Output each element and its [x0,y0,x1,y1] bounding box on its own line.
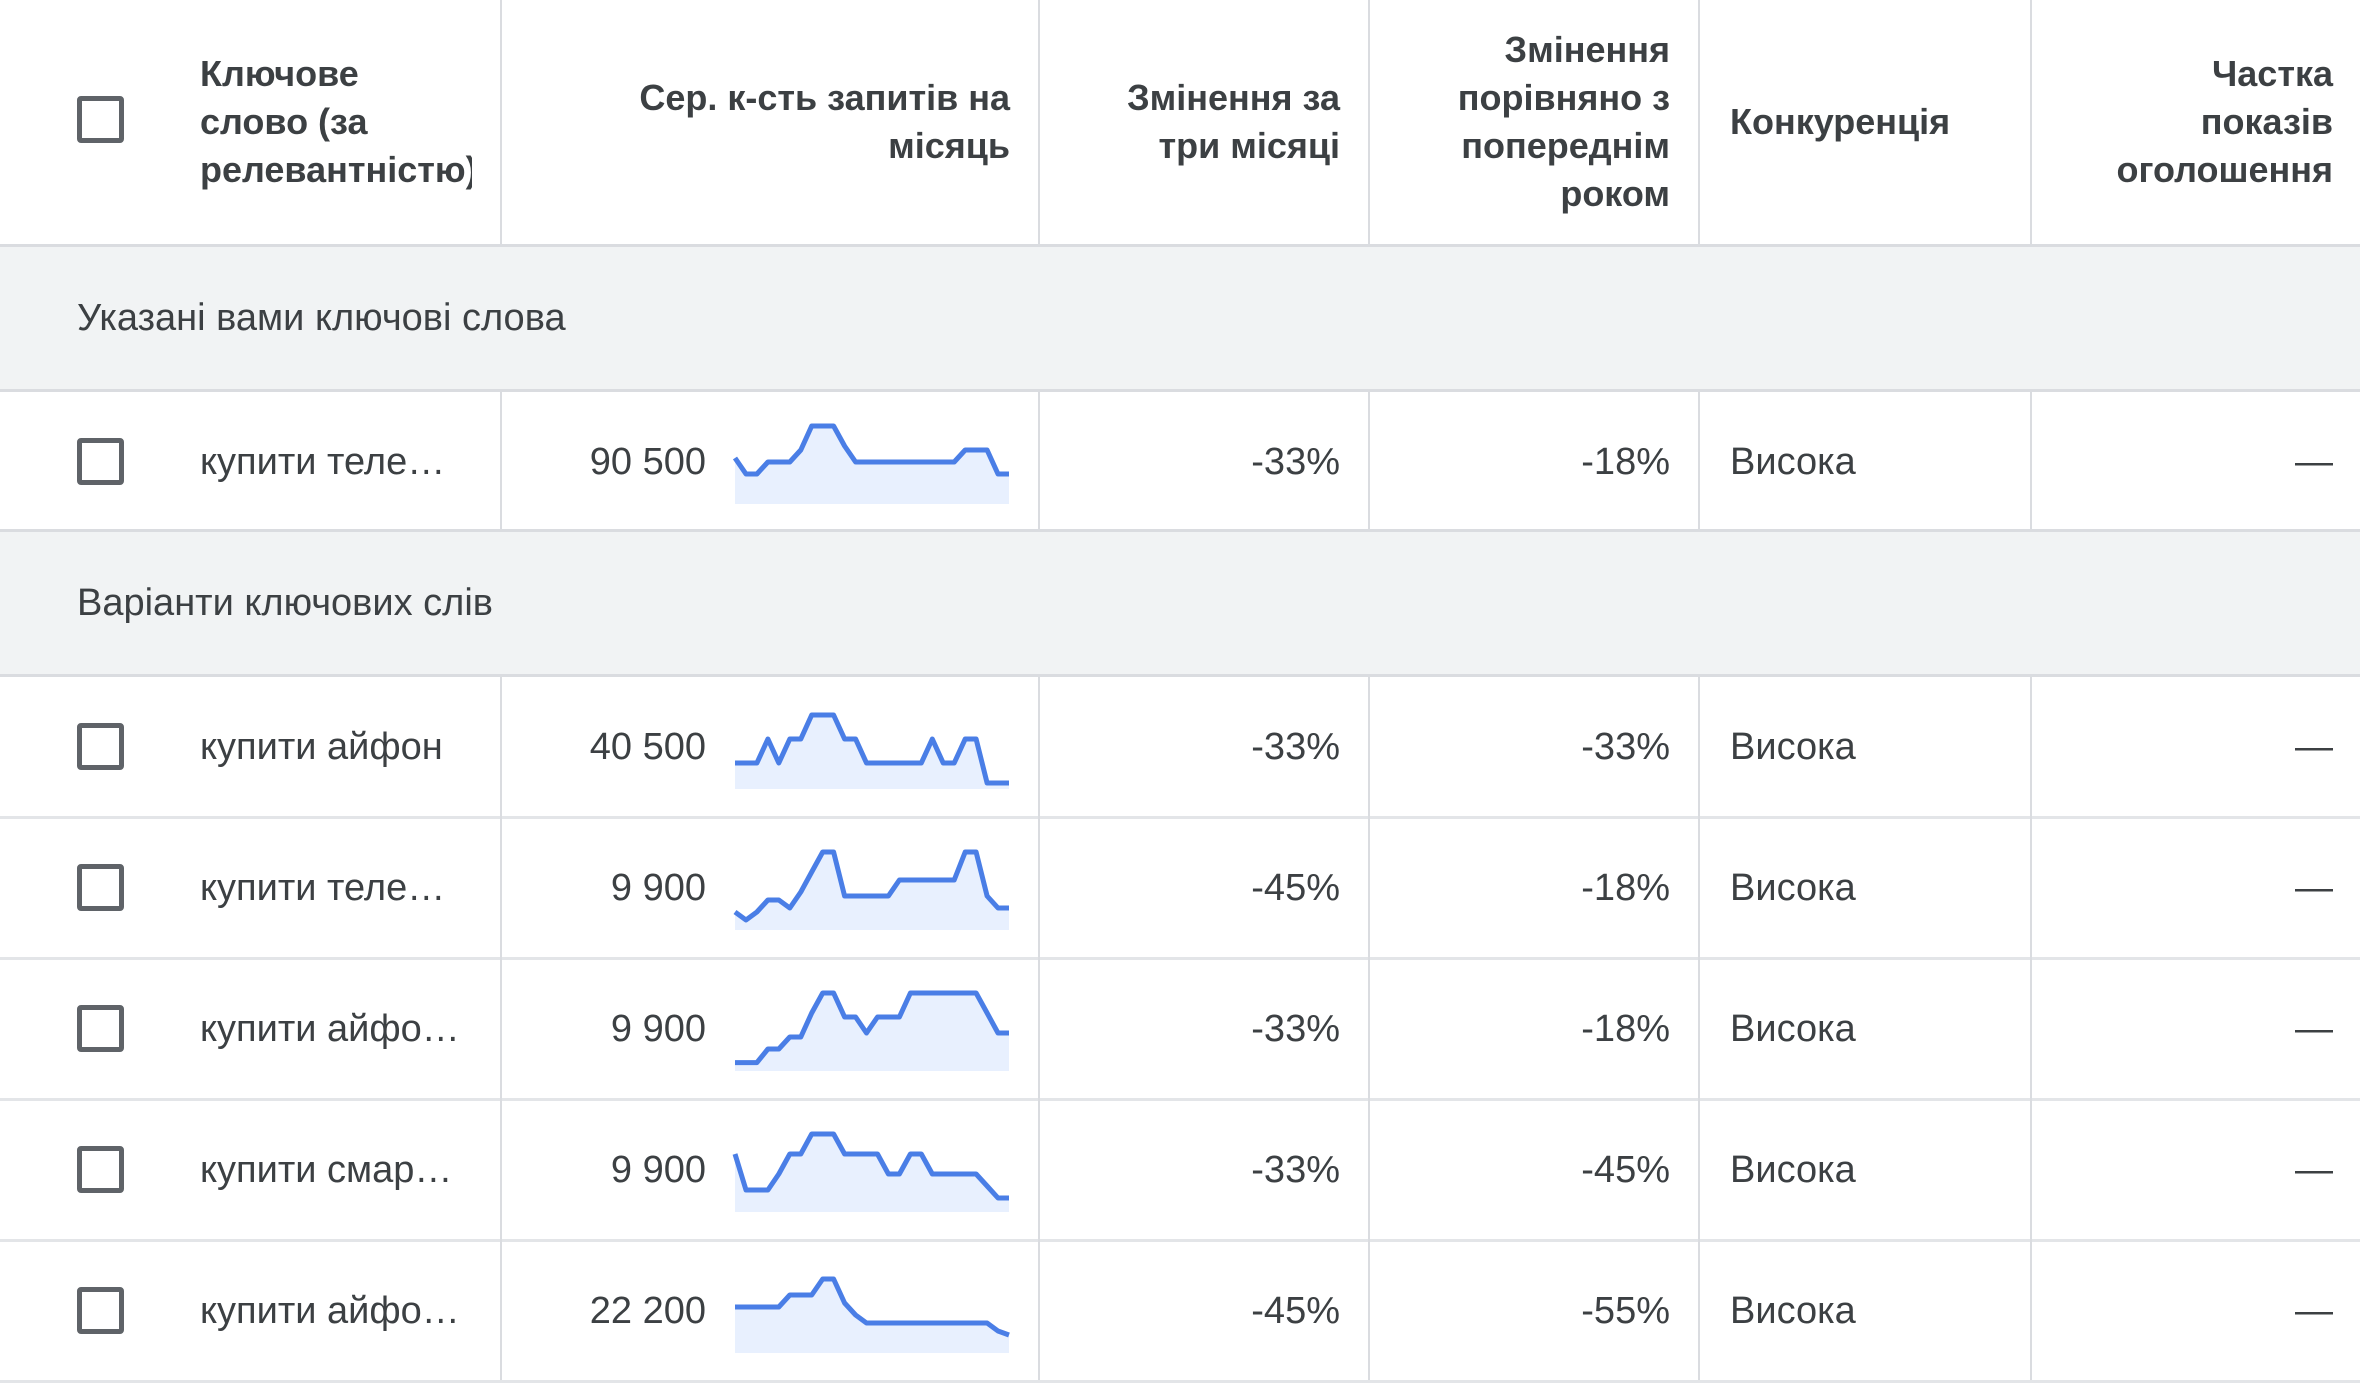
sparkline-line [732,423,1009,477]
three-month-change: -45% [1251,1289,1340,1332]
impression-share: — [2295,725,2333,768]
header-impression-share[interactable]: Частка показів оголошення [2116,53,2333,190]
sparkline-line [733,849,1009,923]
column-divider [1368,392,1370,529]
sparkline-line [735,990,1009,1066]
column-divider [1368,0,1370,244]
column-divider [1698,392,1700,529]
column-divider [1698,0,1700,244]
avg-monthly-searches: 9 900 [610,1007,706,1050]
yoy-change: -55% [1581,1289,1670,1332]
select-all-checkbox[interactable] [77,96,124,143]
sparkline-area [735,852,1009,930]
row-divider [0,1098,2360,1101]
three-month-change: -33% [1251,1148,1340,1191]
sparkline-area [735,993,1009,1071]
impression-share: — [2295,440,2333,483]
avg-monthly-searches: 22 200 [589,1289,706,1332]
keyword-text: купити айфо… [200,1289,460,1332]
column-divider [1038,0,1040,244]
competition-level: Висока [1730,1148,1856,1191]
column-divider [1698,677,1700,1380]
avg-monthly-searches: 40 500 [589,725,706,768]
column-divider [1368,677,1370,1380]
table-row[interactable]: купити айфо… 22 200 -45% -55% Висока — [0,1241,2360,1381]
group-header-ideas: Варіанти ключових слів [0,529,2360,677]
competition-level: Висока [1730,1289,1856,1332]
header-avg-searches[interactable]: Сер. к-сть запитів на місяць [639,77,1010,166]
table-row[interactable]: купити смар… 9 900 -33% -45% Висока — [0,1100,2360,1240]
trend-sparkline[interactable] [732,844,1012,932]
yoy-change: -45% [1581,1148,1670,1191]
group-header-provided: Указані вами ключові слова [0,244,2360,392]
header-competition[interactable]: Конкуренція [1730,101,1951,142]
row-divider [0,816,2360,819]
impression-share: — [2295,1007,2333,1050]
header-yoy-change[interactable]: Змінення порівняно з попереднім роком [1457,29,1670,214]
impression-share: — [2295,1289,2333,1332]
header-three-month-change[interactable]: Змінення за три місяці [1127,77,1340,166]
column-divider [2030,392,2032,529]
sparkline-area [735,426,1009,504]
sparkline-line [735,712,1009,786]
column-divider [500,677,502,1380]
row-divider [0,1239,2360,1242]
row-checkbox[interactable] [77,438,124,485]
competition-level: Висока [1730,440,1856,483]
keyword-text: купити смар… [200,1148,453,1191]
three-month-change: -33% [1251,1007,1340,1050]
competition-level: Висока [1730,725,1856,768]
competition-level: Висока [1730,866,1856,909]
avg-monthly-searches: 9 900 [610,1148,706,1191]
avg-monthly-searches: 9 900 [610,866,706,909]
keyword-text: купити айфо… [200,1007,460,1050]
yoy-change: -18% [1581,866,1670,909]
trend-sparkline[interactable] [732,1267,1012,1355]
trend-sparkline[interactable] [732,985,1012,1073]
three-month-change: -33% [1251,725,1340,768]
column-divider [2030,0,2032,244]
column-divider [500,392,502,529]
table-row[interactable]: купити айфо… 9 900 -33% -18% Висока — [0,959,2360,1099]
trend-sparkline[interactable] [732,418,1012,506]
trend-sparkline[interactable] [732,1126,1012,1214]
row-checkbox[interactable] [77,1287,124,1334]
avg-monthly-searches: 90 500 [589,440,706,483]
three-month-change: -33% [1251,440,1340,483]
row-checkbox[interactable] [77,1005,124,1052]
sparkline-line [735,1276,1010,1338]
yoy-change: -18% [1581,1007,1670,1050]
yoy-change: -33% [1581,725,1670,768]
row-checkbox[interactable] [77,723,124,770]
table-row[interactable]: купити теле… 90 500 -33% -18% Висока — [0,392,2360,532]
keyword-text: купити айфон [200,725,443,768]
column-divider [500,0,502,244]
column-divider [1038,677,1040,1380]
competition-level: Висока [1730,1007,1856,1050]
table-row[interactable]: купити теле… 9 900 -45% -18% Висока — [0,818,2360,958]
yoy-change: -18% [1581,440,1670,483]
three-month-change: -45% [1251,866,1340,909]
column-divider [1038,392,1040,529]
sparkline-area [735,1279,1009,1353]
impression-share: — [2295,1148,2333,1191]
row-checkbox[interactable] [77,1146,124,1193]
table-row[interactable]: купити айфон 40 500 -33% -33% Висока — [0,677,2360,817]
table-header: Ключове слово (за релевантністю) Сер. к-… [0,0,2360,244]
header-keyword[interactable]: Ключове слово (за релевантністю) [200,53,472,190]
row-divider [0,957,2360,960]
keyword-text: купити теле… [200,866,446,909]
keyword-text: купити теле… [200,440,446,483]
row-checkbox[interactable] [77,864,124,911]
sparkline-line [732,1131,1009,1201]
impression-share: — [2295,866,2333,909]
trend-sparkline[interactable] [732,703,1012,791]
column-divider [2030,677,2032,1380]
